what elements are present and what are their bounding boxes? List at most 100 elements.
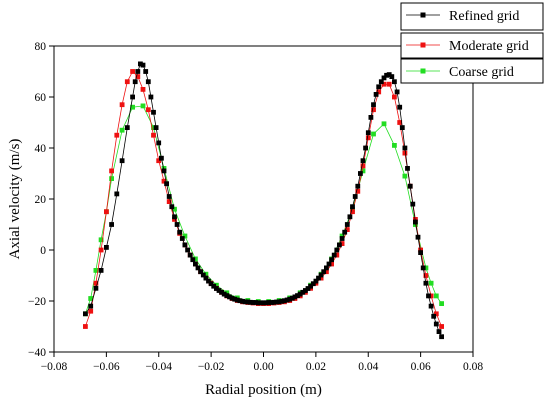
legend-marker (420, 12, 426, 18)
legend-marker (420, 42, 426, 48)
data-point (237, 298, 243, 304)
data-point (143, 69, 149, 74)
data-point (88, 308, 94, 314)
data-point (358, 171, 363, 176)
data-point (407, 183, 413, 189)
data-point (276, 299, 282, 305)
data-point (381, 75, 387, 81)
series-line (85, 105, 442, 314)
data-point (216, 288, 222, 293)
data-point (224, 290, 230, 296)
data-point (428, 293, 434, 299)
y-axis: −40 −20 0 20 40 60 80 (28, 41, 54, 359)
data-point (83, 311, 88, 317)
data-point (140, 103, 146, 109)
y-axis-title: Axial velocity (m/s) (7, 139, 23, 260)
data-point (104, 209, 109, 215)
data-point (389, 74, 395, 79)
data-point (365, 135, 371, 141)
data-point (261, 300, 266, 306)
data-point (292, 294, 298, 300)
data-point (159, 155, 164, 161)
data-point (161, 178, 167, 184)
data-point (405, 166, 410, 171)
data-point (153, 125, 159, 130)
data-point (93, 280, 99, 286)
data-point (310, 281, 316, 287)
legend: Refined grid Moderate grid Coarse grid (400, 2, 544, 84)
data-point (295, 293, 300, 298)
data-point (423, 273, 429, 278)
legend-item: Moderate grid (400, 32, 544, 59)
data-point (363, 145, 368, 151)
data-point (392, 94, 397, 100)
data-point (263, 300, 269, 306)
data-point (439, 324, 444, 329)
data-point (342, 229, 348, 235)
data-point (329, 257, 334, 263)
data-point (402, 173, 408, 179)
data-point (203, 275, 209, 281)
y-tick-label: 60 (35, 92, 47, 104)
data-point (329, 261, 334, 267)
data-point (423, 280, 429, 286)
data-point (344, 222, 350, 227)
data-point (130, 104, 135, 110)
data-point (271, 299, 277, 305)
data-point (229, 295, 235, 301)
x-axis: −0.08 −0.06 −0.04 −0.02 0.00 0.02 0.04 0.06 0.08 (41, 352, 483, 373)
data-point (132, 79, 138, 85)
data-point (339, 236, 345, 241)
data-point (386, 72, 392, 77)
data-point (119, 102, 125, 108)
data-point (221, 291, 227, 297)
x-tick-label: 0.00 (253, 361, 273, 373)
y-tick-label: 20 (35, 194, 47, 206)
data-point (185, 247, 190, 253)
data-point (313, 278, 319, 284)
data-point (208, 281, 214, 287)
data-point (355, 183, 361, 189)
data-point (219, 289, 224, 295)
data-point (418, 250, 423, 255)
data-point (410, 201, 416, 207)
data-point (98, 237, 104, 243)
data-point (130, 69, 135, 74)
legend-label: Moderate grid (449, 39, 529, 54)
data-point (119, 158, 125, 164)
data-point (399, 125, 405, 130)
data-point (381, 81, 387, 87)
data-point (337, 242, 342, 248)
data-point (109, 222, 114, 227)
data-point (376, 84, 382, 90)
data-point (187, 252, 193, 258)
data-point (151, 109, 156, 115)
data-point (227, 294, 232, 300)
data-point (428, 303, 434, 309)
data-point (392, 143, 397, 148)
data-point (350, 204, 355, 210)
data-point (318, 275, 324, 281)
data-point (151, 132, 156, 138)
data-point (321, 269, 327, 275)
data-point (350, 206, 355, 212)
x-tick-label: −0.08 (41, 361, 68, 373)
data-point (114, 132, 120, 138)
data-point (172, 217, 177, 222)
legend-item: Coarse grid (400, 58, 544, 84)
data-point (439, 301, 444, 306)
legend-marker (420, 68, 426, 74)
data-point (413, 222, 418, 227)
legend-label: Refined grid (449, 9, 519, 24)
data-point (360, 158, 366, 164)
data-point (245, 299, 251, 305)
data-point (274, 299, 279, 305)
data-point (433, 293, 439, 299)
data-point (284, 297, 290, 303)
data-point (303, 288, 308, 293)
data-point (193, 261, 198, 267)
data-point (397, 120, 403, 125)
data-point (88, 303, 94, 309)
y-tick-label: −20 (28, 296, 46, 308)
